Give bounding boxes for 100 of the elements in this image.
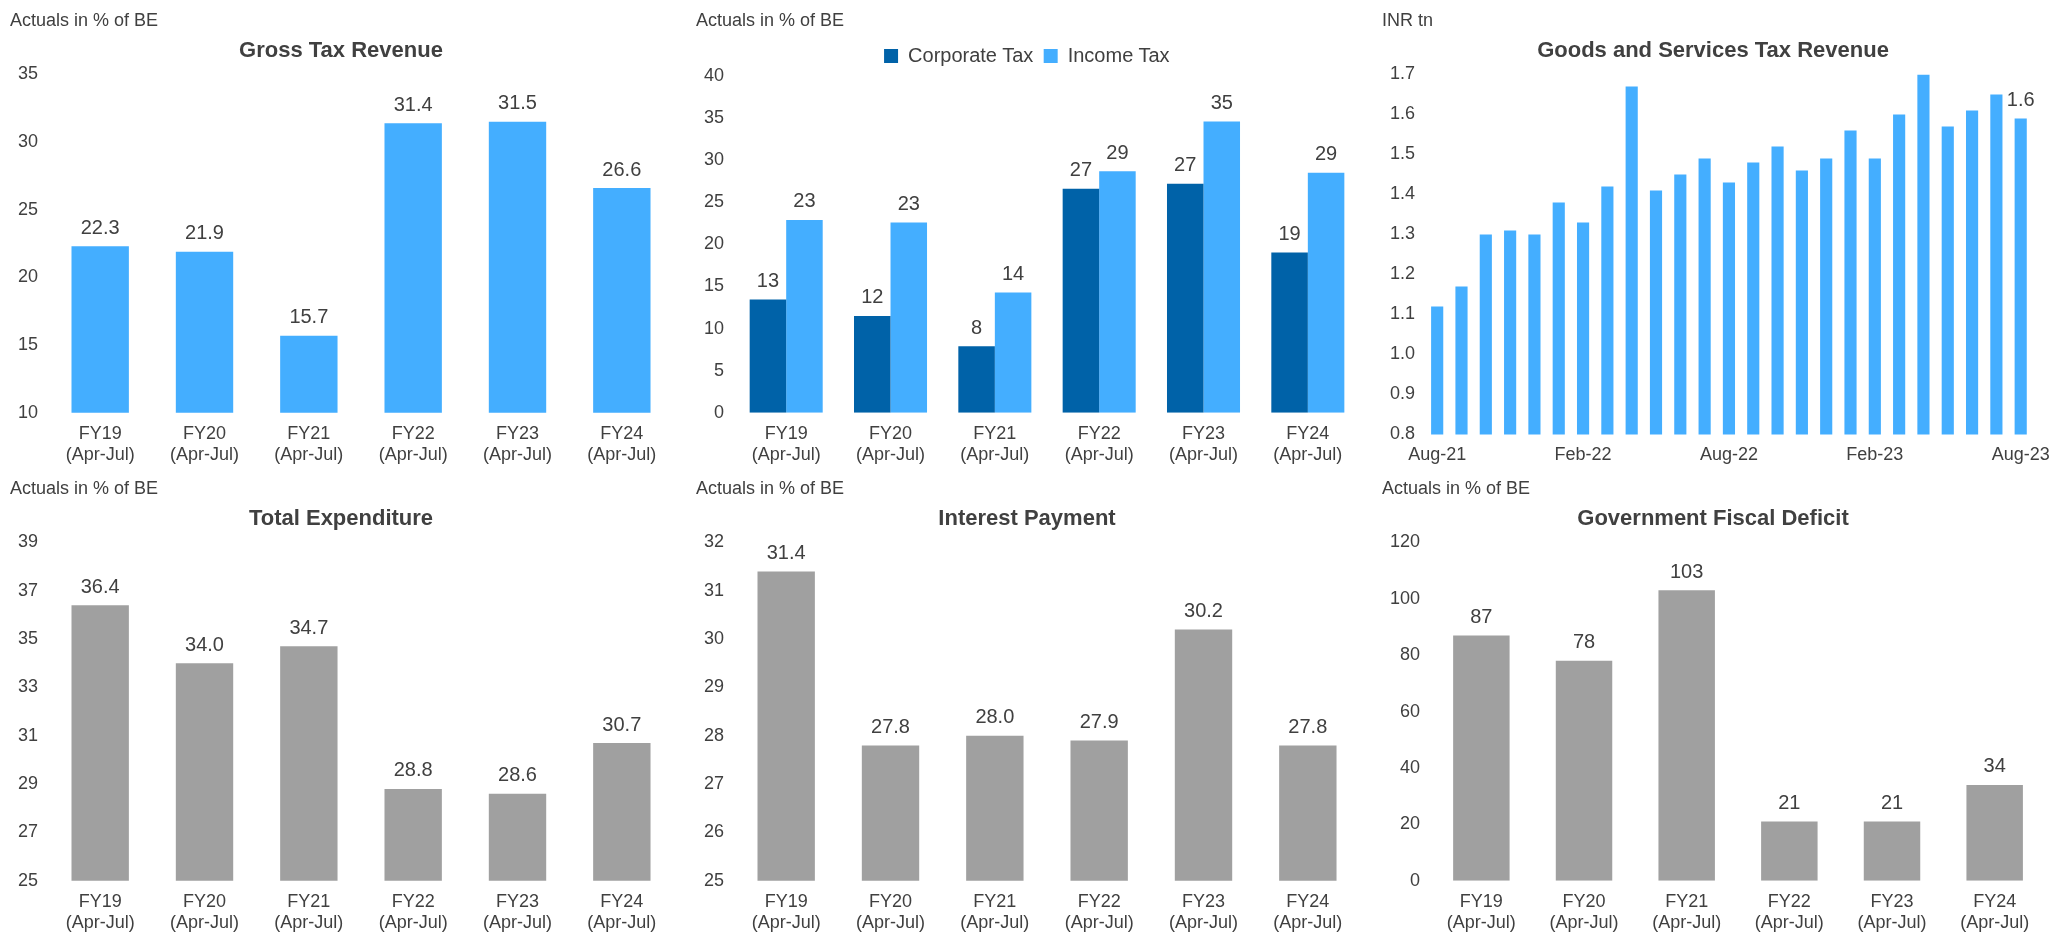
x-tick-label: FY19 (Apr-Jul): [751, 422, 821, 465]
x-tick-label: FY19 (Apr-Jul): [1446, 890, 1516, 933]
x-tick-label: FY21 (Apr-Jul): [960, 422, 1030, 465]
y-tick-label: 30: [17, 131, 39, 152]
x-tick-label: FY20 (Apr-Jul): [856, 422, 926, 465]
data-label: 27: [1069, 158, 1093, 181]
x-tick-label: FY24 (Apr-Jul): [1960, 890, 2030, 933]
y-tick-label: 15: [17, 334, 39, 355]
y-tick-label: 1.0: [1389, 343, 1416, 364]
y-tick-label: 20: [703, 233, 725, 254]
bar: [890, 222, 928, 413]
bar: [854, 315, 891, 413]
x-tick-label: FY21 (Apr-Jul): [960, 890, 1030, 933]
data-label: 13: [756, 269, 780, 292]
y-axis-title: Actuals in % of BE: [10, 9, 159, 30]
y-tick-label: 1.4: [1389, 183, 1416, 204]
x-tick-label: FY24 (Apr-Jul): [587, 890, 657, 933]
chart-title: Total Expenditure: [248, 505, 434, 531]
data-label: 27.9: [1079, 710, 1119, 733]
data-label: 27.8: [1288, 714, 1328, 737]
y-tick-label: 28: [703, 724, 725, 745]
x-tick-label: Aug-21: [1408, 444, 1467, 465]
y-axis-title: Actuals in % of BE: [1382, 477, 1531, 498]
x-tick-label: FY20 (Apr-Jul): [170, 890, 240, 933]
data-label: 28.8: [393, 758, 433, 781]
data-label: 12: [861, 285, 884, 308]
y-tick-label: 25: [703, 191, 725, 212]
y-tick-label: 33: [17, 676, 39, 697]
data-label: 22.3: [80, 215, 120, 238]
bar: [749, 299, 787, 413]
data-label: 87: [1470, 604, 1493, 627]
bar: [1166, 183, 1204, 413]
y-tick-label: 25: [703, 869, 725, 890]
y-tick-label: 31: [17, 724, 39, 745]
y-tick-label: 1.5: [1389, 143, 1416, 164]
bar: [1555, 660, 1613, 881]
y-tick-label: 25: [17, 869, 39, 890]
data-label: 103: [1670, 559, 1704, 582]
data-label: 19: [1278, 221, 1301, 244]
y-tick-label: 30: [703, 628, 725, 649]
x-tick-label: FY23 (Apr-Jul): [1169, 422, 1239, 465]
data-label: 1.6: [2006, 87, 2035, 110]
x-tick-label: FY19 (Apr-Jul): [65, 890, 135, 933]
bar: [1863, 821, 1921, 881]
chart-title: Goods and Services Tax Revenue: [1537, 37, 1889, 63]
x-tick-label: Aug-23: [1991, 444, 2050, 465]
bar: [1307, 172, 1345, 413]
data-label: 28.0: [975, 705, 1015, 728]
data-label: 27: [1174, 153, 1197, 176]
y-tick-label: 10: [703, 317, 725, 338]
y-tick-label: 31: [703, 579, 725, 600]
y-tick-label: 29: [703, 676, 725, 697]
y-tick-label: 0.8: [1389, 423, 1416, 444]
y-tick-label: 29: [17, 773, 39, 794]
x-tick-label: FY19 (Apr-Jul): [751, 890, 821, 933]
data-label: 21: [1778, 791, 1801, 814]
data-label: 21: [1880, 791, 1904, 814]
x-tick-label: FY23 (Apr-Jul): [1169, 890, 1239, 933]
y-tick-label: 35: [703, 107, 725, 128]
bar: [1453, 635, 1510, 881]
x-tick-label: FY24 (Apr-Jul): [587, 422, 657, 465]
data-label: 78: [1572, 630, 1596, 653]
y-tick-label: 120: [1389, 531, 1421, 552]
x-tick-label: Feb-23: [1846, 444, 1904, 465]
y-tick-label: 30: [703, 149, 725, 170]
data-label: 34.7: [289, 615, 329, 638]
x-tick-label: Feb-22: [1554, 444, 1612, 465]
x-tick-label: FY19 (Apr-Jul): [65, 422, 135, 465]
y-tick-label: 1.7: [1389, 63, 1416, 84]
data-label: 27.8: [871, 714, 910, 737]
y-tick-label: 20: [1400, 813, 1421, 834]
x-tick-label: FY21 (Apr-Jul): [274, 890, 344, 933]
y-tick-label: 35: [17, 63, 39, 84]
chart-title: Government Fiscal Deficit: [1577, 505, 1850, 531]
y-axis-title: Actuals in % of BE: [10, 477, 159, 498]
bar: [786, 219, 823, 413]
bar: [1099, 171, 1136, 413]
x-tick-label: FY21 (Apr-Jul): [274, 422, 344, 465]
y-tick-label: 1.6: [1389, 103, 1416, 124]
y-tick-label: 20: [17, 266, 39, 287]
y-tick-label: 1.3: [1389, 223, 1416, 244]
x-tick-label: FY23 (Apr-Jul): [483, 422, 553, 465]
data-label: 21.9: [185, 221, 224, 244]
y-axis-title: Actuals in % of BE: [696, 477, 845, 498]
data-label: 23: [793, 189, 816, 212]
y-axis-title: Actuals in % of BE: [696, 9, 845, 30]
bar: [1271, 252, 1308, 413]
bar: [1761, 821, 1818, 881]
y-tick-label: 0: [1410, 869, 1421, 890]
y-tick-label: 27: [703, 773, 725, 794]
bar: [1203, 121, 1241, 413]
y-tick-label: 27: [17, 821, 39, 842]
y-tick-label: 15: [703, 275, 725, 296]
y-tick-label: 26: [703, 821, 725, 842]
data-label: 26.6: [602, 157, 642, 180]
data-label: 15.7: [289, 305, 329, 328]
y-tick-label: 40: [1400, 756, 1421, 777]
data-label: 29: [1314, 142, 1338, 165]
data-label: 23: [897, 192, 920, 215]
chart-title: Interest Payment: [938, 505, 1117, 531]
